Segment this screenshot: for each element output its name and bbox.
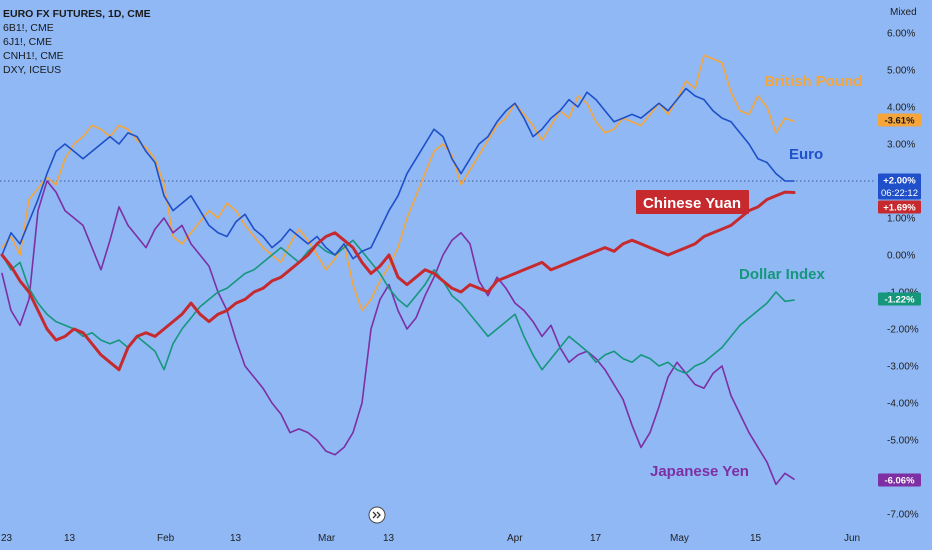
price-tag-chinese-yuan: +1.69% — [878, 200, 921, 214]
x-tick-label: 23 — [1, 533, 13, 544]
y-tick-label: 5.00% — [887, 66, 915, 77]
series-lines — [0, 54, 796, 486]
y-tick-label: 0.00% — [887, 251, 915, 262]
y-tick-label: -3.00% — [887, 362, 919, 373]
price-tag-british-pound: -3.61% — [878, 113, 921, 127]
x-tick-label: 13 — [64, 533, 76, 544]
svg-text:+1.69%: +1.69% — [883, 203, 916, 214]
y-tick-label: -7.00% — [887, 510, 919, 521]
goto-realtime-button[interactable] — [368, 506, 386, 524]
price-tag-dollar-index: -1.22% — [878, 292, 921, 306]
y-tick-label: 6.00% — [887, 29, 915, 40]
y-tick-label: -2.00% — [887, 325, 919, 336]
y-tick-label: 1.00% — [887, 214, 915, 225]
series-name-british-pound: British Pound — [764, 73, 862, 90]
symbol-legend-gbp[interactable]: 6B1!, CME — [3, 22, 54, 34]
y-tick-label: -5.00% — [887, 436, 919, 447]
svg-text:Chinese Yuan: Chinese Yuan — [643, 195, 741, 212]
y-tick-label: 4.00% — [887, 103, 915, 114]
series-name-labels: British Pound Euro Chinese Yuan Dollar Inde… — [636, 73, 862, 480]
symbol-legend-dxy[interactable]: DXY, ICEUS — [3, 64, 62, 76]
series-name-dollar-index: Dollar Index — [739, 266, 826, 283]
x-tick-label: 17 — [590, 533, 602, 544]
chart-title: EURO FX FUTURES, 1D, CME — [3, 8, 151, 20]
symbol-legend-jpy[interactable]: 6J1!, CME — [3, 36, 53, 48]
y-tick-label: -4.00% — [887, 399, 919, 410]
x-tick-label: Jun — [844, 533, 860, 544]
series-line-japanese-yen[interactable] — [1, 180, 795, 486]
svg-text:+2.00%: +2.00% — [883, 176, 916, 187]
x-axis: 23 13 Feb 13 Mar 13 Apr 17 May 15 Jun — [1, 533, 860, 544]
x-tick-label: 13 — [383, 533, 395, 544]
series-line-euro[interactable] — [1, 87, 795, 260]
price-tag-euro: +2.00%06:22:12 — [878, 173, 921, 200]
series-name-euro: Euro — [789, 146, 823, 163]
countdown-label: 06:22:12 — [881, 188, 918, 199]
x-tick-label: Mar — [318, 533, 336, 544]
svg-text:-6.06%: -6.06% — [884, 476, 915, 487]
x-tick-label: May — [670, 533, 689, 544]
series-name-japanese-yen: Japanese Yen — [650, 463, 749, 480]
y-tick-label: 3.00% — [887, 140, 915, 151]
series-line-british-pound[interactable] — [1, 54, 795, 312]
price-tags: -3.61% +2.00%06:22:12 +1.69% -1.22% -6.06% — [878, 113, 921, 487]
x-tick-label: 13 — [230, 533, 242, 544]
x-tick-label: 15 — [750, 533, 762, 544]
scale-mode-label[interactable]: Mixed — [890, 7, 917, 18]
svg-text:-3.61%: -3.61% — [884, 116, 915, 127]
series-line-chinese-yuan[interactable] — [0, 190, 796, 372]
symbol-legend-cnh[interactable]: CNH1!, CME — [3, 50, 64, 62]
series-name-chinese-yuan: Chinese Yuan — [636, 190, 749, 214]
svg-text:-1.22%: -1.22% — [884, 295, 915, 306]
x-tick-label: Apr — [507, 533, 523, 544]
price-tag-japanese-yen: -6.06% — [878, 473, 921, 487]
double-chevron-right-icon — [372, 511, 381, 519]
x-tick-label: Feb — [157, 533, 175, 544]
